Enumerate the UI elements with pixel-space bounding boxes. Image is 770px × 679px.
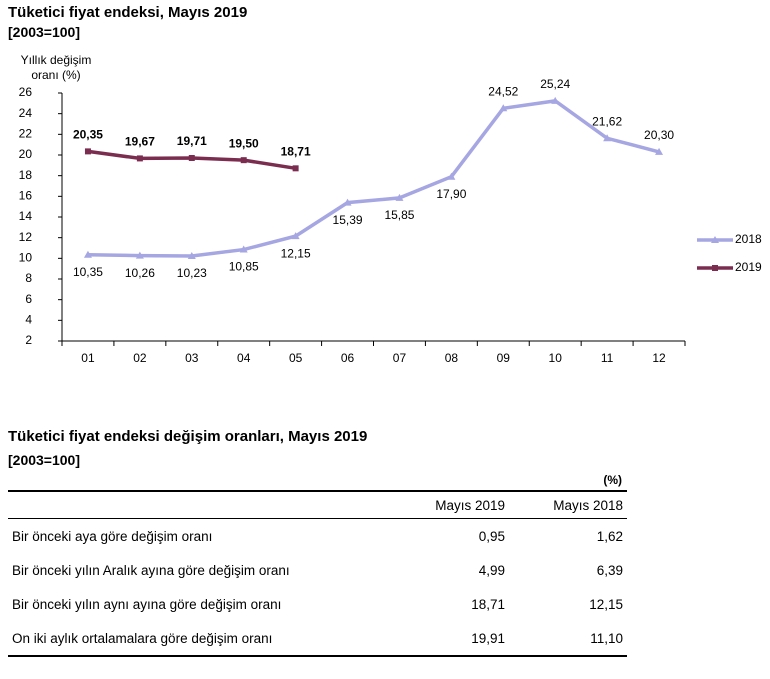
header-row: Mayıs 2019 Mayıs 2018: [8, 490, 627, 519]
x-tick-label: 12: [652, 351, 666, 365]
y-tick-label: 18: [19, 168, 33, 182]
y-tick-label: 26: [19, 85, 33, 99]
data-label: 18,71: [281, 145, 311, 159]
x-tick-label: 05: [289, 351, 303, 365]
column-header: Mayıs 2018: [509, 490, 627, 519]
table-value: 6,39: [596, 562, 623, 578]
data-label: 19,67: [125, 135, 155, 149]
y-tick-label: 8: [25, 271, 32, 285]
data-label: 24,52: [488, 84, 518, 98]
data-label: 15,85: [384, 208, 414, 222]
data-label: 19,50: [229, 136, 259, 150]
table-row: Bir önceki yılın aynı ayına göre değişim…: [8, 587, 627, 621]
x-tick-label: 02: [133, 351, 147, 365]
y-tick-label: 24: [19, 106, 33, 120]
data-label: 20,35: [73, 128, 103, 142]
y-tick-label: 16: [19, 189, 33, 203]
point: [499, 104, 508, 112]
y-tick-label: 14: [19, 209, 33, 223]
data-label: 12,15: [281, 246, 311, 260]
table-value: 12,15: [589, 596, 623, 612]
table-value: 0,95: [478, 528, 505, 544]
point: [292, 165, 299, 172]
row-label: Bir önceki aya göre değişim oranı: [12, 528, 213, 544]
table-subtitle: [2003=100]: [8, 452, 81, 468]
point: [135, 251, 144, 259]
point: [291, 232, 300, 240]
point: [655, 147, 664, 155]
data-label: 10,35: [73, 265, 103, 279]
point: [343, 198, 352, 206]
x-tick-label: 08: [445, 351, 459, 365]
data-label: 17,90: [436, 187, 466, 201]
table-value: 11,10: [509, 621, 627, 657]
y-tick-label: 10: [19, 251, 33, 265]
table-value: 19,91: [391, 621, 509, 657]
point: [447, 172, 456, 180]
column-header: Mayıs 2019: [391, 490, 509, 519]
x-tick-label: 06: [341, 351, 355, 365]
data-label: 10,85: [229, 260, 259, 274]
point: [712, 265, 718, 271]
point: [395, 193, 404, 201]
y-tick-label: 22: [19, 127, 33, 141]
row-label: Bir önceki yılın Aralık ayına göre değiş…: [12, 562, 290, 578]
point: [84, 148, 91, 155]
y-tick-label: 20: [19, 147, 33, 161]
line: [87, 99, 660, 258]
x-tick-label: 07: [393, 351, 407, 365]
y-tick-label: 12: [19, 230, 33, 244]
table-row: On iki aylık ortalamalara göre değişim o…: [8, 621, 627, 657]
x-tick-label: 10: [549, 351, 563, 365]
data-label: 10,23: [177, 266, 207, 280]
table-value: 1,62: [596, 528, 623, 544]
legend-label: 2018: [735, 232, 762, 246]
y-tick-label: 2: [25, 333, 32, 347]
point: [551, 96, 560, 104]
table: Mayıs 2019 Mayıs 2018 Bir önceki aya gör…: [8, 490, 627, 657]
x-tick-label: 11: [601, 351, 614, 365]
data-label: 15,39: [333, 213, 363, 227]
point: [240, 157, 247, 164]
point: [239, 245, 248, 253]
y-tick-label: 4: [25, 313, 32, 327]
data-label: 10,26: [125, 266, 155, 280]
point: [136, 155, 143, 162]
row-label: On iki aylık ortalamalara göre değişim o…: [8, 621, 391, 657]
data-label: 21,62: [592, 114, 622, 128]
table-row: Bir önceki aya göre değişim oranı 0,95 1,6…: [8, 519, 627, 554]
x-tick-label: 04: [237, 351, 251, 365]
y-axis-label: Yıllık değişim oranı (%): [20, 53, 92, 82]
y-tick-label: 6: [25, 292, 32, 306]
point: [603, 134, 612, 142]
point: [83, 250, 92, 258]
data-label: 20,30: [644, 128, 674, 142]
data-label: 25,24: [540, 77, 570, 91]
table-row: Bir önceki yılın Aralık ayına göre değiş…: [8, 553, 627, 587]
row-label: Bir önceki yılın aynı ayına göre değişim…: [12, 596, 282, 612]
x-tick-label: 03: [185, 351, 199, 365]
x-tick-label: 09: [497, 351, 511, 365]
table-value: 18,71: [471, 596, 505, 612]
chart-title: Tüketici fiyat endeksi, Mayıs 2019: [8, 4, 248, 21]
chart-subtitle: [2003=100]: [8, 24, 81, 40]
table-title: Tüketici fiyat endeksi değişim oranları,…: [8, 428, 368, 445]
data-label: 19,71: [177, 134, 207, 148]
legend-label: 2019: [735, 260, 762, 274]
point: [711, 236, 719, 243]
table-value: 4,99: [478, 562, 505, 578]
table-unit: (%): [603, 473, 622, 487]
point: [187, 251, 196, 259]
x-tick-label: 01: [81, 351, 95, 365]
point: [188, 154, 195, 161]
